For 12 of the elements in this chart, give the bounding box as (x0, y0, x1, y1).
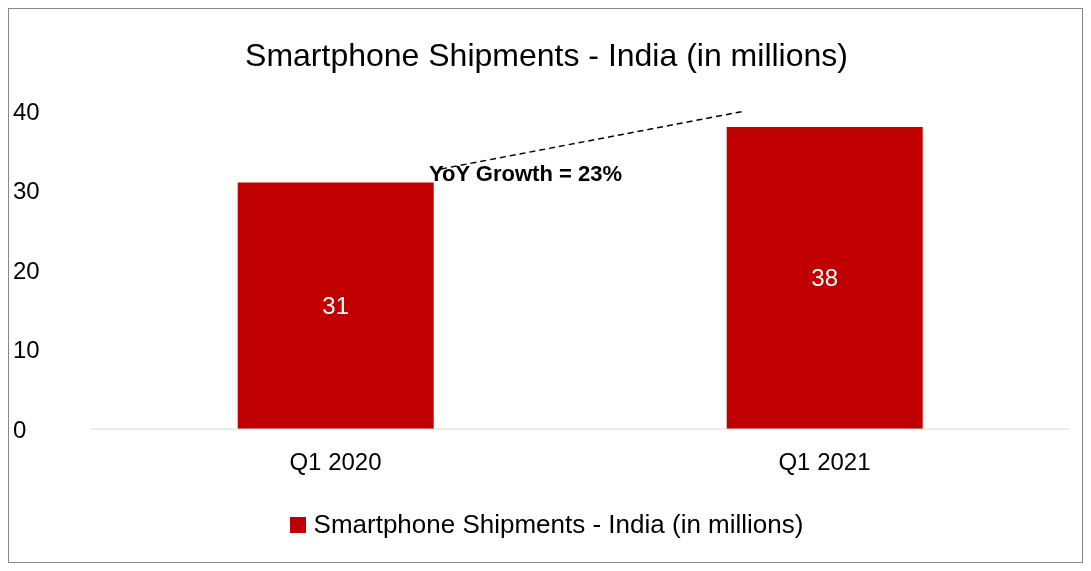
x-tick-label: Q1 2021 (778, 448, 871, 476)
chart-title: Smartphone Shipments - India (in millions) (244, 37, 849, 74)
x-tick-label: Q1 2020 (289, 448, 382, 476)
data-label: 31 (322, 292, 350, 320)
data-label: 38 (811, 264, 839, 292)
y-tick-label: 20 (13, 256, 40, 284)
y-tick-label: 10 (13, 336, 40, 364)
annotation: YoY Growth = 23% (429, 161, 622, 187)
legend-label: Smartphone Shipments - India (in millions) (312, 509, 804, 540)
y-tick-label: 30 (13, 177, 40, 205)
y-tick-label: 40 (13, 97, 40, 125)
y-tick-label: 0 (13, 415, 27, 443)
